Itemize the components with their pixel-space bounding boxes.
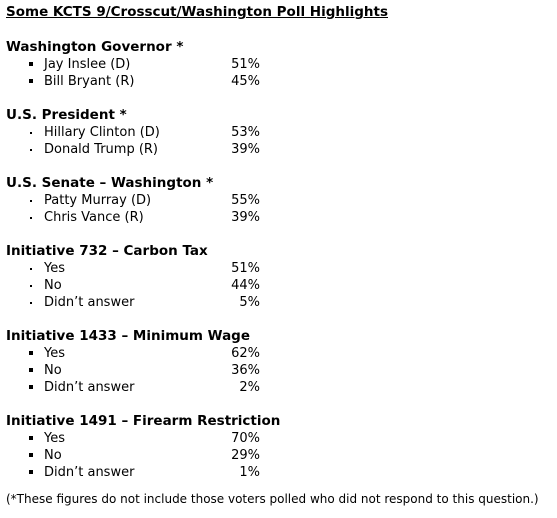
result-row: Didn’t answer 2% bbox=[6, 379, 554, 396]
square-bullet-icon bbox=[27, 362, 41, 379]
candidate-label: Bill Bryant (R) bbox=[44, 74, 135, 89]
result-value: 44% bbox=[231, 278, 260, 293]
result-value: 51% bbox=[231, 261, 260, 276]
section-heading: Initiative 1491 – Firearm Restriction bbox=[6, 413, 281, 429]
result-row: Yes 70% bbox=[6, 430, 554, 447]
result-row: No 29% bbox=[6, 447, 554, 464]
result-row: Didn’t answer 1% bbox=[6, 464, 554, 481]
result-value: 1% bbox=[239, 465, 260, 480]
result-row: Hillary Clinton (D) 53% bbox=[6, 124, 554, 141]
result-value: 53% bbox=[231, 125, 260, 140]
dot-bullet-icon bbox=[27, 260, 41, 277]
dot-bullet-icon bbox=[27, 209, 41, 226]
option-label: No bbox=[44, 363, 62, 378]
result-row: Jay Inslee (D) 51% bbox=[6, 56, 554, 73]
square-bullet-icon bbox=[27, 345, 41, 362]
square-bullet-icon bbox=[27, 73, 41, 90]
section-heading: Washington Governor * bbox=[6, 39, 184, 55]
result-value: 36% bbox=[231, 363, 260, 378]
result-value: 39% bbox=[231, 142, 260, 157]
square-bullet-icon bbox=[27, 447, 41, 464]
footnote: (*These figures do not include those vot… bbox=[6, 492, 539, 506]
sections-container: Washington Governor * Jay Inslee (D) 51%… bbox=[6, 38, 554, 481]
result-list: Yes 62% No 36% Didn’t answer 2% bbox=[6, 345, 554, 396]
dot-bullet-icon bbox=[27, 141, 41, 158]
section-initiative-1433: Initiative 1433 – Minimum Wage Yes 62% N… bbox=[6, 327, 554, 396]
result-value: 29% bbox=[231, 448, 260, 463]
square-bullet-icon bbox=[27, 56, 41, 73]
section-heading: Initiative 732 – Carbon Tax bbox=[6, 243, 208, 259]
result-value: 45% bbox=[231, 74, 260, 89]
result-row: Chris Vance (R) 39% bbox=[6, 209, 554, 226]
option-label: No bbox=[44, 278, 62, 293]
result-row: Donald Trump (R) 39% bbox=[6, 141, 554, 158]
section-heading: U.S. President * bbox=[6, 107, 127, 123]
result-list: Patty Murray (D) 55% Chris Vance (R) 39% bbox=[6, 192, 554, 226]
result-list: Hillary Clinton (D) 53% Donald Trump (R)… bbox=[6, 124, 554, 158]
candidate-label: Jay Inslee (D) bbox=[44, 57, 131, 72]
option-label: No bbox=[44, 448, 62, 463]
result-value: 39% bbox=[231, 210, 260, 225]
result-value: 2% bbox=[239, 380, 260, 395]
result-row: Yes 51% bbox=[6, 260, 554, 277]
result-value: 62% bbox=[231, 346, 260, 361]
option-label: Didn’t answer bbox=[44, 465, 135, 480]
dot-bullet-icon bbox=[27, 277, 41, 294]
document-title: Some KCTS 9/Crosscut/Washington Poll Hig… bbox=[6, 4, 388, 20]
square-bullet-icon bbox=[27, 379, 41, 396]
option-label: Didn’t answer bbox=[44, 380, 135, 395]
section-heading: U.S. Senate – Washington * bbox=[6, 175, 214, 191]
result-list: Jay Inslee (D) 51% Bill Bryant (R) 45% bbox=[6, 56, 554, 90]
option-label: Yes bbox=[44, 261, 65, 276]
result-row: Yes 62% bbox=[6, 345, 554, 362]
option-label: Didn’t answer bbox=[44, 295, 135, 310]
result-row: Patty Murray (D) 55% bbox=[6, 192, 554, 209]
square-bullet-icon bbox=[27, 464, 41, 481]
result-row: No 44% bbox=[6, 277, 554, 294]
result-list: Yes 70% No 29% Didn’t answer 1% bbox=[6, 430, 554, 481]
dot-bullet-icon bbox=[27, 124, 41, 141]
section-washington-governor: Washington Governor * Jay Inslee (D) 51%… bbox=[6, 38, 554, 90]
candidate-label: Hillary Clinton (D) bbox=[44, 125, 160, 140]
result-value: 51% bbox=[231, 57, 260, 72]
section-us-senate: U.S. Senate – Washington * Patty Murray … bbox=[6, 174, 554, 226]
option-label: Yes bbox=[44, 346, 65, 361]
result-value: 70% bbox=[231, 431, 260, 446]
section-us-president: U.S. President * Hillary Clinton (D) 53%… bbox=[6, 106, 554, 158]
candidate-label: Donald Trump (R) bbox=[44, 142, 159, 157]
result-value: 55% bbox=[231, 193, 260, 208]
result-row: No 36% bbox=[6, 362, 554, 379]
result-list: Yes 51% No 44% Didn’t answer 5% bbox=[6, 260, 554, 311]
option-label: Yes bbox=[44, 431, 65, 446]
dot-bullet-icon bbox=[27, 192, 41, 209]
section-initiative-1491: Initiative 1491 – Firearm Restriction Ye… bbox=[6, 412, 554, 481]
result-row: Bill Bryant (R) 45% bbox=[6, 73, 554, 90]
candidate-label: Chris Vance (R) bbox=[44, 210, 144, 225]
section-heading: Initiative 1433 – Minimum Wage bbox=[6, 328, 250, 344]
candidate-label: Patty Murray (D) bbox=[44, 193, 152, 208]
section-initiative-732: Initiative 732 – Carbon Tax Yes 51% No 4… bbox=[6, 242, 554, 311]
result-row: Didn’t answer 5% bbox=[6, 294, 554, 311]
dot-bullet-icon bbox=[27, 294, 41, 311]
poll-document: Some KCTS 9/Crosscut/Washington Poll Hig… bbox=[6, 2, 554, 481]
result-value: 5% bbox=[239, 295, 260, 310]
square-bullet-icon bbox=[27, 430, 41, 447]
